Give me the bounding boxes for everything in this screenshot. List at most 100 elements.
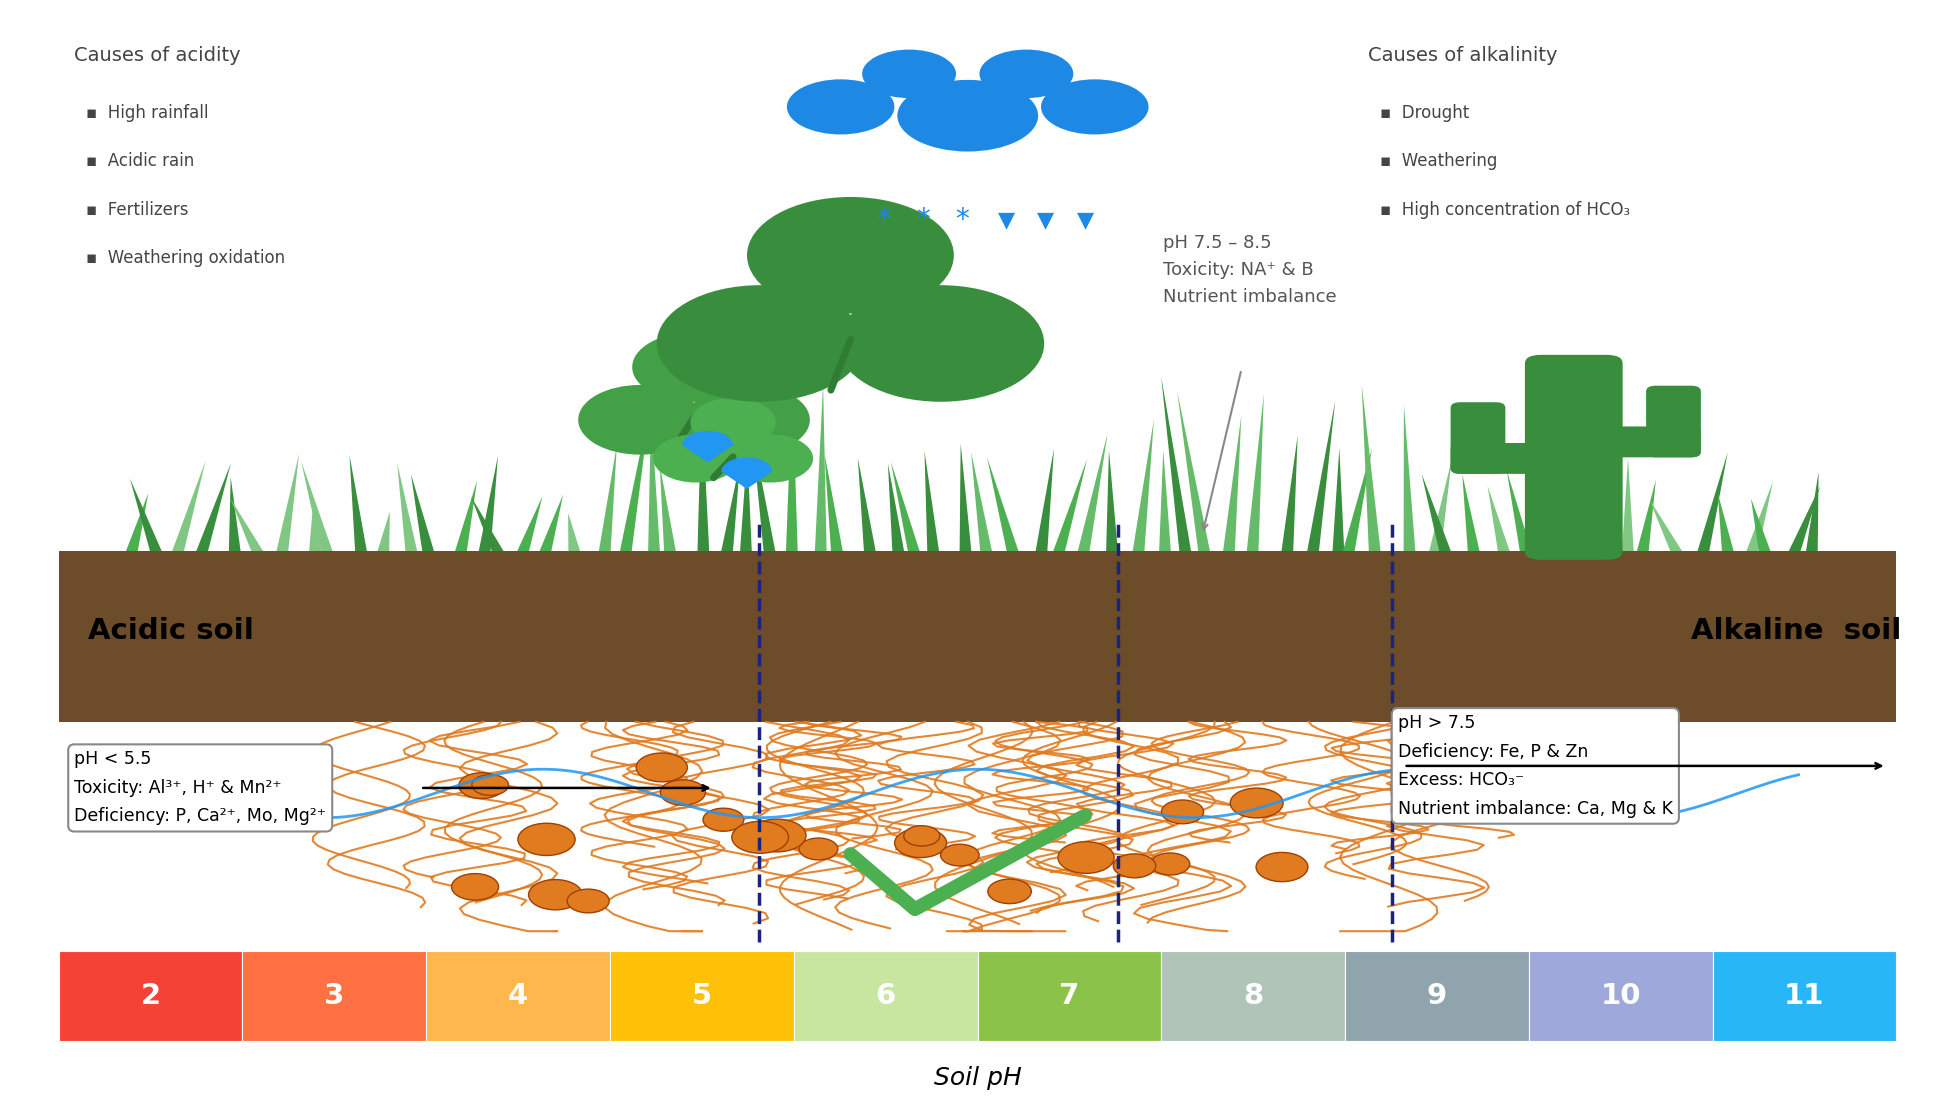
FancyBboxPatch shape [1451, 443, 1554, 474]
Ellipse shape [1040, 79, 1150, 134]
Polygon shape [301, 461, 332, 551]
Polygon shape [1697, 452, 1728, 551]
Text: 2: 2 [141, 982, 160, 1011]
Circle shape [518, 823, 575, 855]
Circle shape [1255, 853, 1308, 882]
Polygon shape [721, 457, 772, 489]
Polygon shape [456, 480, 477, 551]
Polygon shape [350, 455, 368, 551]
Text: ▪  High concentration of HCO₃: ▪ High concentration of HCO₃ [1380, 201, 1630, 218]
Text: 5: 5 [692, 982, 712, 1011]
FancyBboxPatch shape [426, 951, 610, 1041]
Circle shape [635, 753, 688, 781]
Polygon shape [1558, 482, 1578, 551]
Circle shape [940, 844, 979, 866]
Circle shape [459, 773, 504, 799]
Polygon shape [1636, 479, 1656, 551]
Polygon shape [309, 505, 321, 551]
Circle shape [987, 879, 1032, 904]
Text: ▪  Weathering oxidation: ▪ Weathering oxidation [86, 249, 285, 267]
Polygon shape [659, 464, 676, 551]
Polygon shape [1806, 472, 1818, 551]
Polygon shape [1462, 474, 1480, 551]
Circle shape [800, 838, 839, 860]
Polygon shape [1746, 482, 1773, 551]
Text: 7: 7 [1060, 982, 1079, 1011]
Polygon shape [540, 495, 563, 551]
Polygon shape [1488, 486, 1509, 551]
Polygon shape [172, 461, 205, 551]
Text: 6: 6 [876, 982, 895, 1011]
Text: 11: 11 [1785, 982, 1824, 1011]
Circle shape [895, 829, 946, 857]
FancyBboxPatch shape [1525, 355, 1623, 560]
Ellipse shape [579, 385, 702, 455]
Polygon shape [1421, 474, 1451, 551]
FancyBboxPatch shape [1597, 426, 1701, 457]
Ellipse shape [897, 80, 1038, 152]
Text: ▪  Acidic rain: ▪ Acidic rain [86, 152, 194, 170]
Polygon shape [698, 401, 710, 551]
Polygon shape [1718, 494, 1734, 551]
Text: 3: 3 [325, 982, 344, 1011]
Polygon shape [815, 383, 827, 551]
Polygon shape [753, 432, 776, 551]
Circle shape [528, 879, 583, 910]
Polygon shape [129, 478, 162, 551]
Polygon shape [1789, 486, 1820, 551]
FancyBboxPatch shape [794, 951, 978, 1041]
Polygon shape [411, 474, 434, 551]
Polygon shape [1107, 450, 1118, 551]
Polygon shape [1054, 460, 1087, 551]
Circle shape [1058, 842, 1114, 874]
Ellipse shape [747, 197, 954, 314]
Polygon shape [598, 445, 618, 551]
Text: Causes of acidity: Causes of acidity [74, 46, 240, 65]
FancyBboxPatch shape [59, 551, 1896, 722]
Circle shape [452, 874, 499, 900]
Polygon shape [1281, 435, 1298, 551]
Circle shape [1161, 800, 1204, 824]
Polygon shape [972, 452, 991, 551]
Text: ▼: ▼ [1077, 210, 1093, 230]
Ellipse shape [727, 434, 813, 483]
FancyBboxPatch shape [1713, 951, 1896, 1041]
FancyBboxPatch shape [1345, 951, 1529, 1041]
Polygon shape [196, 463, 231, 551]
Polygon shape [1161, 376, 1191, 551]
Polygon shape [125, 494, 149, 551]
Polygon shape [377, 511, 389, 551]
Polygon shape [825, 454, 843, 551]
Text: 9: 9 [1427, 982, 1447, 1011]
Text: Causes of alkalinity: Causes of alkalinity [1368, 46, 1558, 65]
Polygon shape [1650, 499, 1681, 551]
Polygon shape [518, 496, 542, 551]
Polygon shape [649, 409, 661, 551]
Polygon shape [1333, 449, 1345, 551]
Polygon shape [891, 462, 919, 551]
Circle shape [1230, 788, 1282, 818]
Circle shape [749, 819, 805, 852]
Polygon shape [1036, 449, 1054, 551]
Polygon shape [987, 457, 1019, 551]
Polygon shape [786, 385, 798, 551]
Text: Alkaline  soil: Alkaline soil [1691, 617, 1902, 645]
Polygon shape [620, 401, 651, 551]
Polygon shape [229, 477, 240, 551]
FancyBboxPatch shape [1161, 951, 1345, 1041]
Text: ▪  High rainfall: ▪ High rainfall [86, 104, 209, 121]
Text: ▼: ▼ [999, 210, 1015, 230]
Polygon shape [682, 431, 733, 463]
FancyBboxPatch shape [1451, 402, 1505, 474]
FancyBboxPatch shape [242, 951, 426, 1041]
Ellipse shape [657, 285, 864, 402]
Text: ▪  Drought: ▪ Drought [1380, 104, 1470, 121]
Polygon shape [1343, 449, 1372, 551]
Polygon shape [231, 499, 264, 551]
Polygon shape [1159, 451, 1171, 551]
Polygon shape [1601, 501, 1613, 551]
FancyBboxPatch shape [978, 951, 1161, 1041]
Polygon shape [1404, 404, 1415, 551]
Polygon shape [721, 462, 741, 551]
Polygon shape [471, 496, 504, 551]
